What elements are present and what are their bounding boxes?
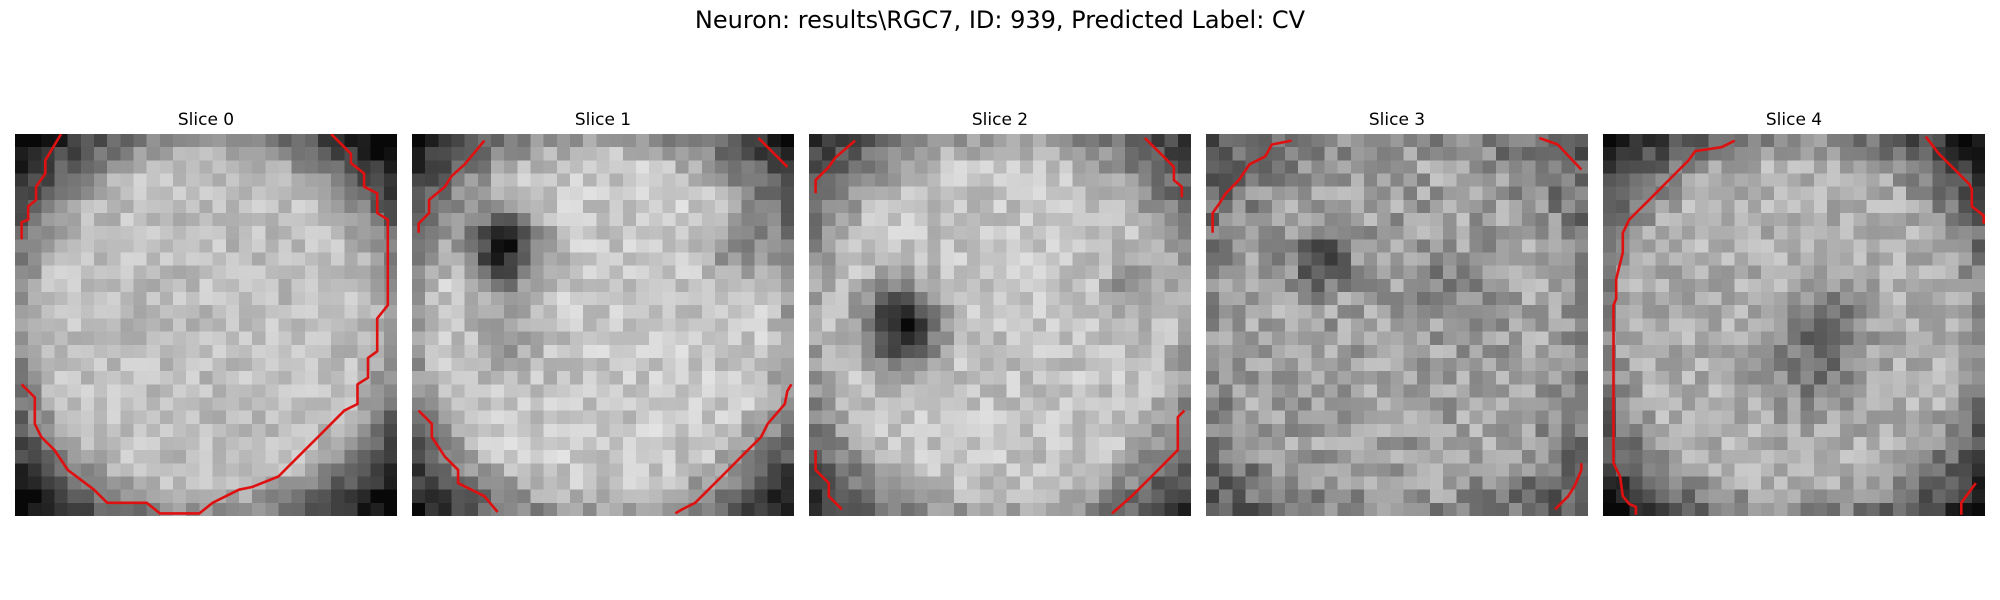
contour-line — [1538, 136, 1583, 171]
slice-pixels — [1603, 134, 1985, 516]
contour-line — [1143, 137, 1184, 198]
contour-line — [20, 134, 390, 515]
slice-title: Slice 1 — [574, 110, 632, 130]
contour-line — [814, 139, 856, 194]
slice-image — [15, 134, 397, 516]
slice-image — [809, 134, 1191, 516]
slice-pixels — [1206, 134, 1588, 516]
contour-line — [417, 139, 486, 233]
slice-image — [1206, 134, 1588, 516]
contour-line — [1959, 482, 1977, 515]
contour-line — [1211, 139, 1292, 233]
slice-panel-1: Slice 1 — [412, 108, 794, 516]
slice-panel-2: Slice 2 — [809, 108, 1191, 516]
contour-line — [1554, 463, 1583, 511]
slice-panel-3: Slice 3 — [1206, 108, 1588, 516]
slice-title: Slice 3 — [1368, 110, 1426, 130]
contour-line — [417, 409, 499, 513]
slice-panel-0: Slice 0 — [15, 108, 397, 516]
slice-image — [412, 134, 794, 516]
contour-line — [674, 383, 793, 515]
slice-image — [1603, 134, 1985, 516]
slice-title: Slice 0 — [177, 110, 235, 130]
slice-title: Slice 4 — [1765, 110, 1823, 130]
slice-pixels — [412, 134, 794, 516]
contour-line — [1924, 135, 1985, 224]
figure-title: Neuron: results\RGC7, ID: 939, Predicted… — [694, 6, 1306, 34]
contour-line — [20, 134, 63, 240]
slice-panel-4: Slice 4 — [1603, 108, 1985, 516]
contour-line — [1111, 409, 1186, 515]
contour-line — [757, 137, 789, 168]
slice-title: Slice 2 — [971, 110, 1029, 130]
slice-pixels — [15, 134, 397, 516]
contour-line — [1612, 139, 1736, 515]
contour-line — [814, 450, 843, 511]
slice-pixels — [809, 134, 1191, 516]
